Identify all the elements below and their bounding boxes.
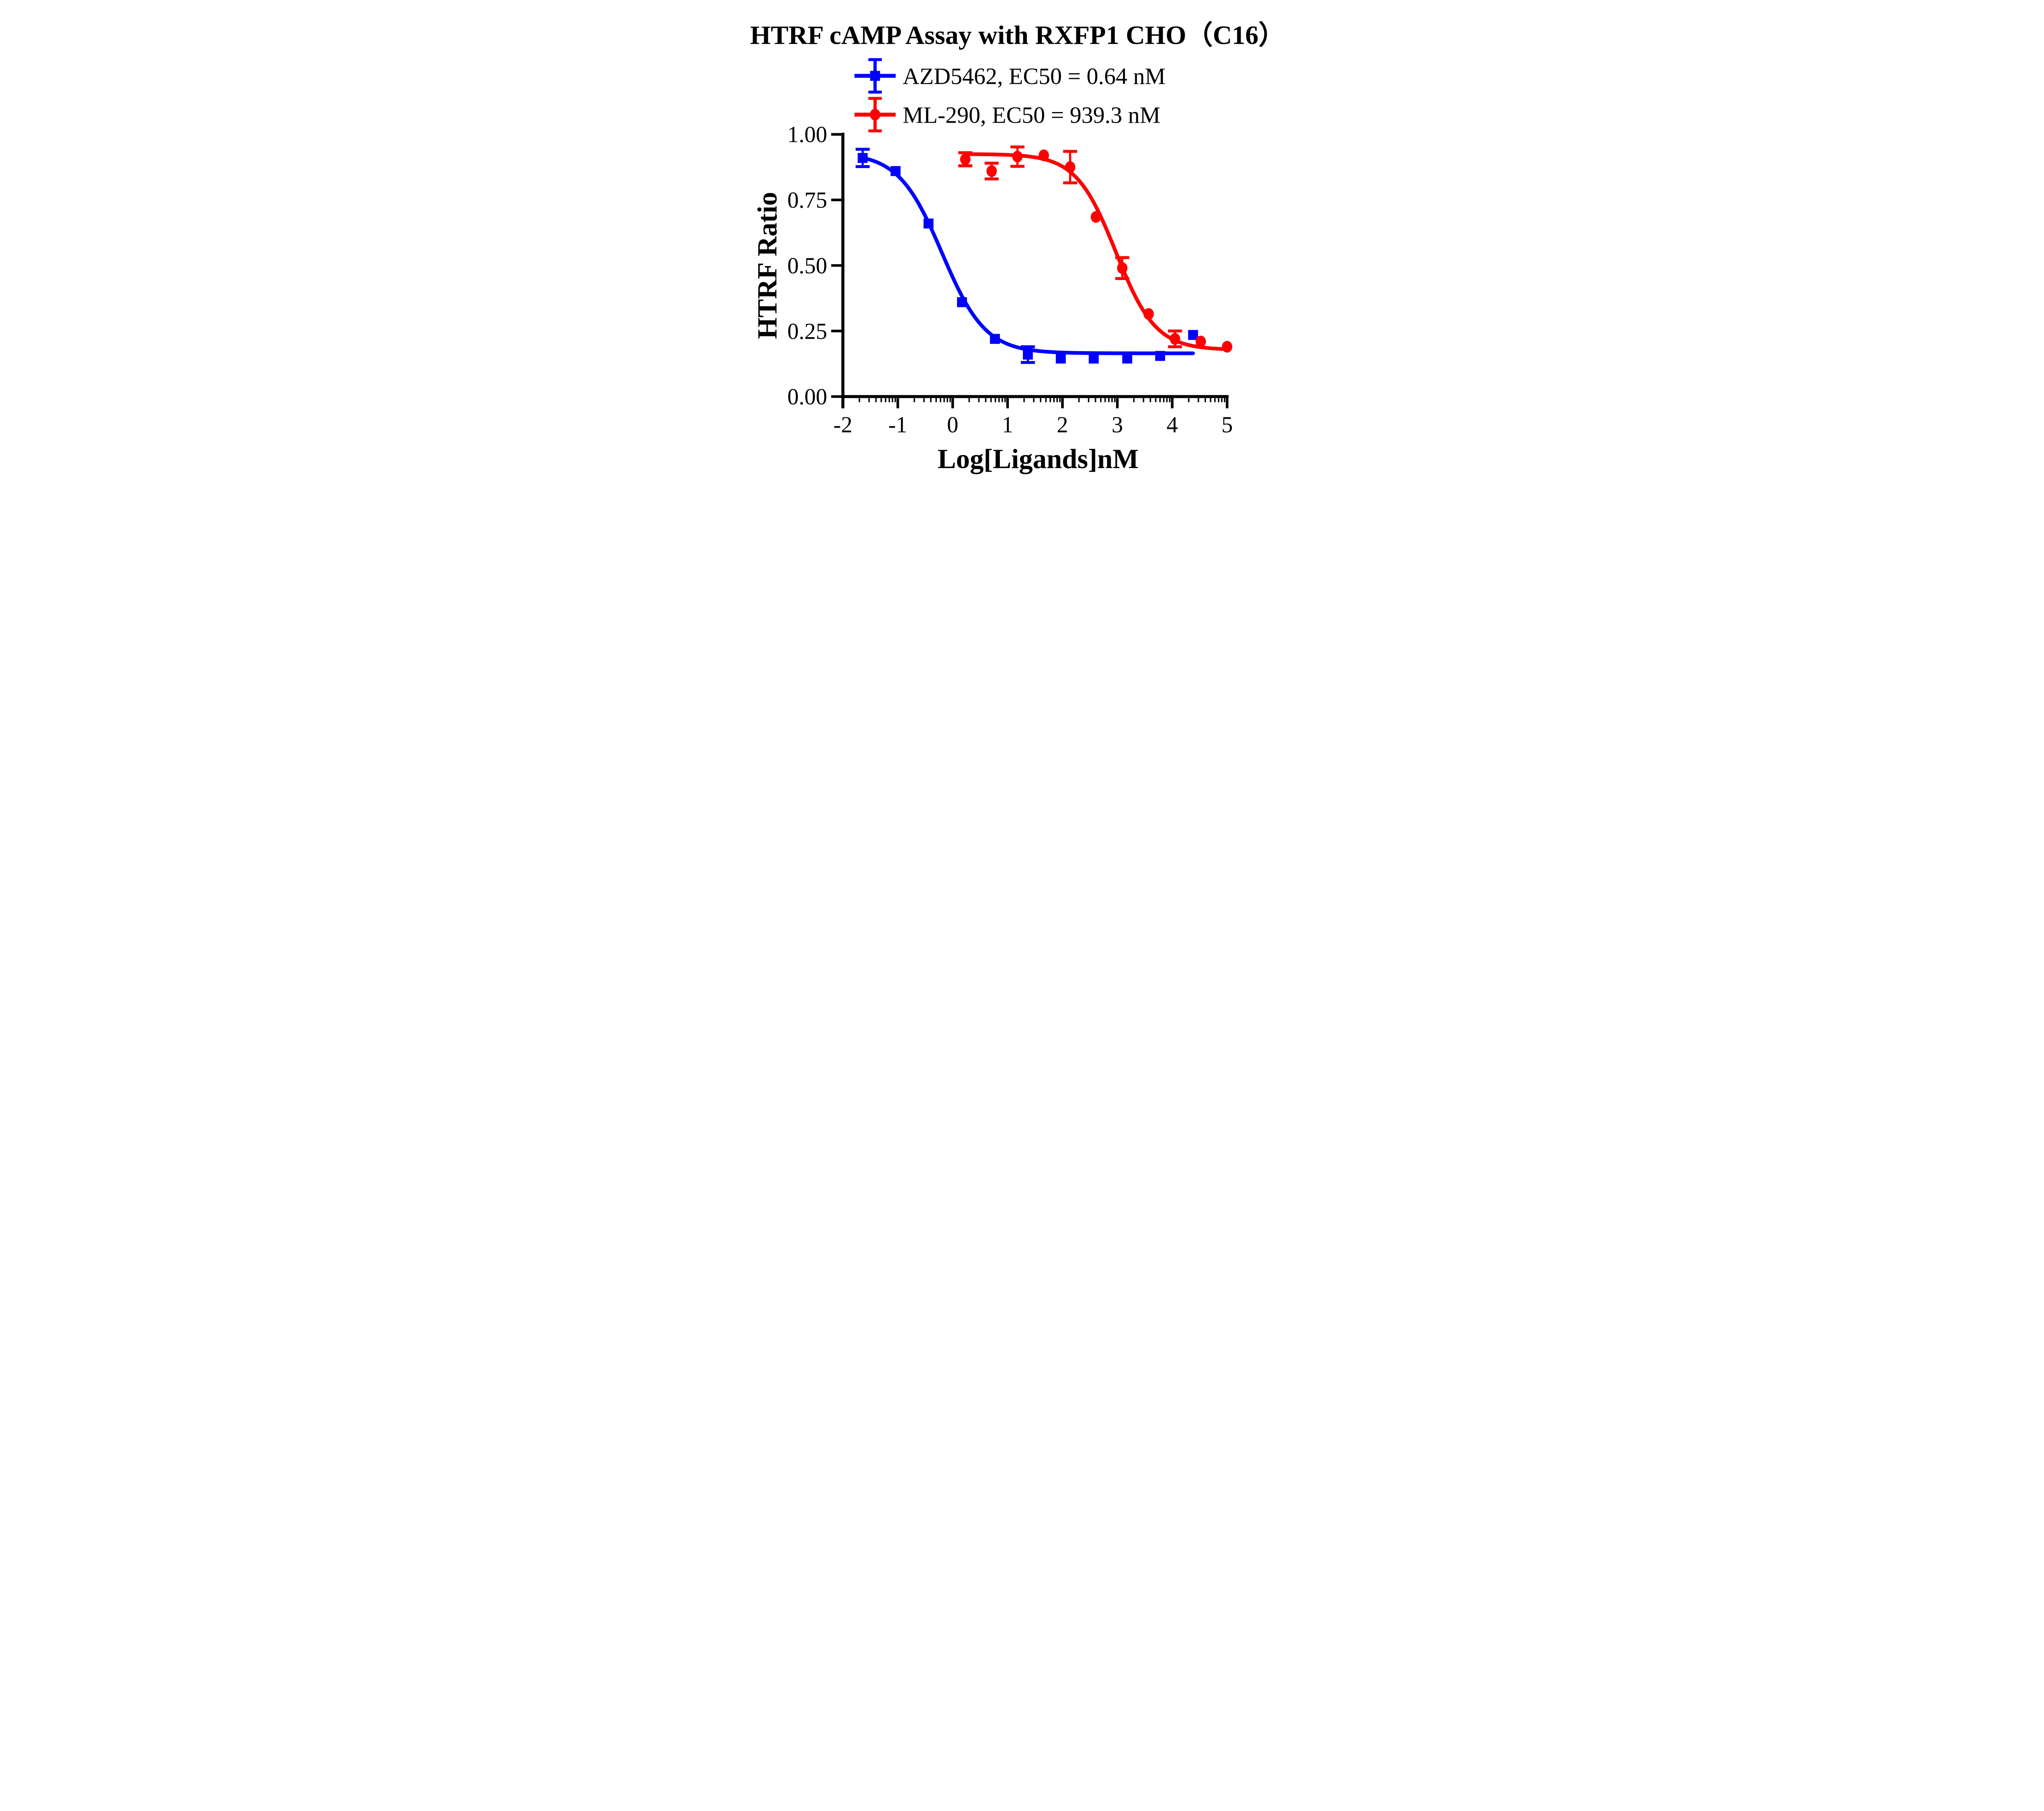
data-point-azd5462: [990, 334, 1000, 344]
legend-marker-shape-azd5462: [870, 71, 880, 81]
chart-title: HTRF cAMP Assay with RXFP1 CHO（C16）: [750, 20, 1285, 50]
data-point-ml-290: [1117, 262, 1128, 274]
figure: HTRF cAMP Assay with RXFP1 CHO（C16） AZD5…: [736, 0, 1308, 480]
x-axis-title: Log[Ligands]nM: [938, 444, 1139, 474]
y-tick-label: 0.75: [787, 188, 827, 213]
legend: AZD5462, EC50 = 0.64 nM ML-290, EC50 = 9…: [854, 58, 1165, 132]
data-point-azd5462: [957, 297, 967, 307]
y-tick-label: 0.50: [787, 253, 827, 278]
x-tick-label: -2: [834, 412, 852, 438]
data-point-ml-290: [1091, 211, 1101, 223]
data-point-azd5462: [1056, 353, 1066, 364]
legend-marker-azd5462: [854, 58, 896, 94]
y-axis-title: HTRF Ratio: [752, 192, 782, 339]
fit-curve-azd5462: [861, 156, 1195, 355]
x-tick-label: 4: [1167, 412, 1178, 438]
data-point-ml-290: [1038, 149, 1049, 161]
y-tick-label: 1.00: [787, 122, 827, 148]
legend-label-ml290: ML-290, EC50 = 939.3 nM: [903, 102, 1160, 128]
data-point-azd5462: [1122, 353, 1132, 364]
fit-curve-ml-290: [963, 152, 1229, 351]
x-tick-label: -1: [888, 412, 907, 438]
data-point-azd5462: [923, 218, 934, 229]
data-point-azd5462: [1023, 350, 1033, 360]
data-point-ml-290: [1012, 150, 1023, 163]
x-tick-label: 0: [947, 412, 958, 438]
plot-area: 0.00 0.25 0.50 0.75 1.00 -2 -1 0 1 2 3 4 5: [787, 122, 1233, 438]
x-tick-label: 2: [1057, 412, 1068, 438]
legend-label-azd5462: AZD5462, EC50 = 0.64 nM: [903, 63, 1165, 89]
legend-marker-ml290: [854, 97, 896, 132]
dose-response-chart: HTRF cAMP Assay with RXFP1 CHO（C16） AZD5…: [736, 0, 1308, 480]
data-point-azd5462: [1089, 353, 1099, 364]
data-point-ml-290: [1143, 308, 1154, 320]
data-point-ml-290: [1065, 161, 1076, 173]
data-point-ml-290: [1170, 333, 1180, 345]
data-point-azd5462: [890, 166, 901, 176]
x-tick-label: 5: [1221, 412, 1233, 438]
legend-marker-shape-ml-290: [870, 109, 881, 121]
x-tick-label: 3: [1112, 412, 1123, 438]
data-point-ml-290: [960, 153, 971, 165]
data-point-ml-290: [1222, 341, 1233, 353]
data-point-ml-290: [1195, 336, 1206, 347]
data-point-ml-290: [986, 165, 997, 177]
x-tick-label: 1: [1002, 412, 1013, 438]
y-tick-label: 0.00: [787, 384, 827, 410]
y-tick-label: 0.25: [787, 319, 827, 344]
data-point-azd5462: [858, 153, 868, 163]
data-point-azd5462: [1155, 351, 1165, 361]
data-point-azd5462: [1188, 330, 1198, 340]
